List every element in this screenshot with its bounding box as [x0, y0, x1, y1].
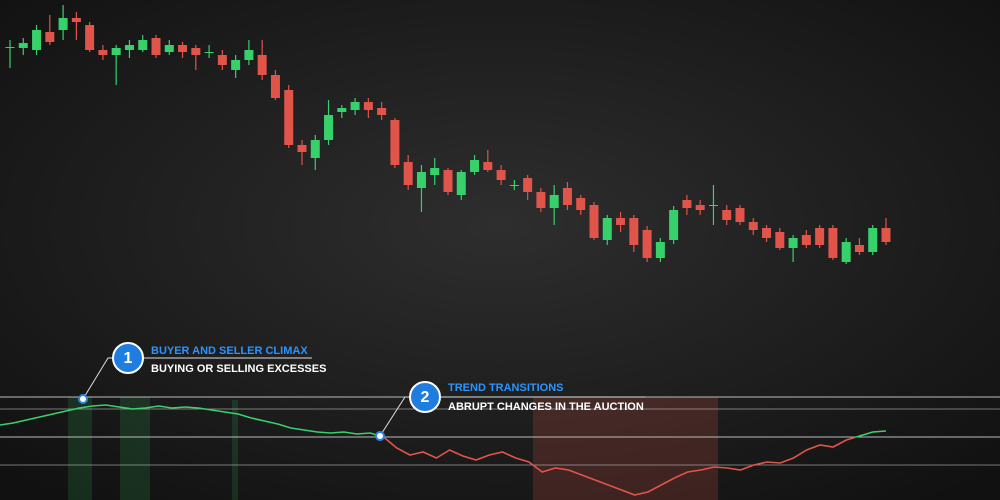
badge-number: 2: [421, 389, 430, 406]
candle-body: [138, 40, 148, 50]
annotation-1: 1 BUYER AND SELLER CLIMAX BUYING OR SELL…: [78, 342, 326, 404]
candle-body: [191, 48, 201, 55]
candle-body: [828, 228, 838, 258]
candle-body: [562, 188, 572, 205]
candle-body: [655, 242, 665, 258]
candle-body: [576, 198, 586, 210]
annotation-2: 2 TREND TRANSITIONS ABRUPT CHANGES IN TH…: [375, 381, 645, 441]
candle-body: [390, 120, 400, 165]
candle-body: [284, 90, 294, 145]
candle-body: [775, 232, 785, 248]
candle-body: [58, 18, 68, 30]
candle-body: [231, 60, 241, 70]
candle-body: [735, 208, 745, 222]
annotation-title: TREND TRANSITIONS: [448, 382, 564, 394]
candle-body: [536, 192, 546, 208]
candle-body: [602, 218, 612, 240]
candle-body: [762, 228, 772, 238]
candle-body: [868, 228, 878, 252]
candle-body: [244, 50, 254, 60]
candle-body: [377, 108, 387, 115]
candle-body: [403, 162, 413, 185]
candle-body: [270, 75, 280, 98]
callout-point: [375, 431, 385, 441]
candle-body: [310, 140, 320, 158]
candle-body: [85, 25, 95, 50]
callout-line: [82, 357, 312, 400]
candle-body: [164, 45, 174, 52]
candle-body: [430, 168, 440, 175]
highlight: [120, 397, 150, 500]
candle-body: [5, 47, 15, 48]
candle-body: [801, 235, 811, 245]
badge-number: 1: [124, 350, 133, 367]
badge: [112, 342, 144, 374]
candle-body: [124, 45, 134, 50]
candle-body: [32, 30, 42, 50]
callout-point: [78, 394, 88, 404]
candle-body: [616, 218, 626, 225]
candle-body: [708, 205, 718, 206]
candle-body: [695, 205, 705, 210]
candle-body: [589, 205, 599, 238]
highlight: [533, 397, 718, 500]
candle-body: [815, 228, 825, 245]
candle-body: [324, 115, 334, 140]
callout-line: [379, 396, 645, 437]
annotation-title: BUYER AND SELLER CLIMAX: [151, 345, 308, 357]
candle-body: [337, 108, 347, 112]
candle-body: [350, 102, 360, 110]
candle-body: [722, 210, 732, 220]
candle-body: [18, 43, 28, 48]
candle-body: [470, 160, 480, 172]
candle-body: [841, 242, 851, 262]
highlight: [68, 397, 92, 500]
candle-body: [363, 102, 373, 110]
candle-body: [45, 32, 55, 42]
candle-body: [257, 55, 267, 75]
candle-body: [204, 52, 214, 53]
candle-body: [881, 228, 891, 242]
candle-body: [854, 245, 864, 252]
badge: [409, 381, 441, 413]
candle-body: [71, 18, 81, 22]
candle-body: [151, 38, 161, 55]
candle-body: [669, 210, 679, 240]
candle-body: [642, 230, 652, 258]
candle-body: [483, 162, 493, 170]
candle-body: [416, 172, 426, 188]
oscillator-line: [0, 404, 887, 496]
candle-body: [629, 218, 639, 245]
candle-body: [178, 45, 188, 52]
candle-body: [523, 178, 533, 192]
annotation-text: ABRUPT CHANGES IN THE AUCTION: [448, 401, 644, 413]
highlights: [68, 397, 718, 500]
candle-body: [217, 55, 227, 65]
candles: [5, 5, 891, 264]
annotation-text: BUYING OR SELLING EXCESSES: [151, 363, 326, 375]
candle-body: [788, 238, 798, 248]
candle-body: [98, 50, 108, 55]
candle-body: [496, 170, 506, 180]
candle-body: [748, 222, 758, 230]
candle-body: [456, 172, 466, 195]
candle-body: [443, 170, 453, 192]
candle-body: [549, 195, 559, 208]
highlight: [232, 400, 238, 500]
candle-body: [111, 48, 121, 55]
candle-body: [297, 145, 307, 152]
oscillator: [0, 404, 887, 496]
candle-body: [682, 200, 692, 208]
candle-body: [509, 185, 519, 186]
